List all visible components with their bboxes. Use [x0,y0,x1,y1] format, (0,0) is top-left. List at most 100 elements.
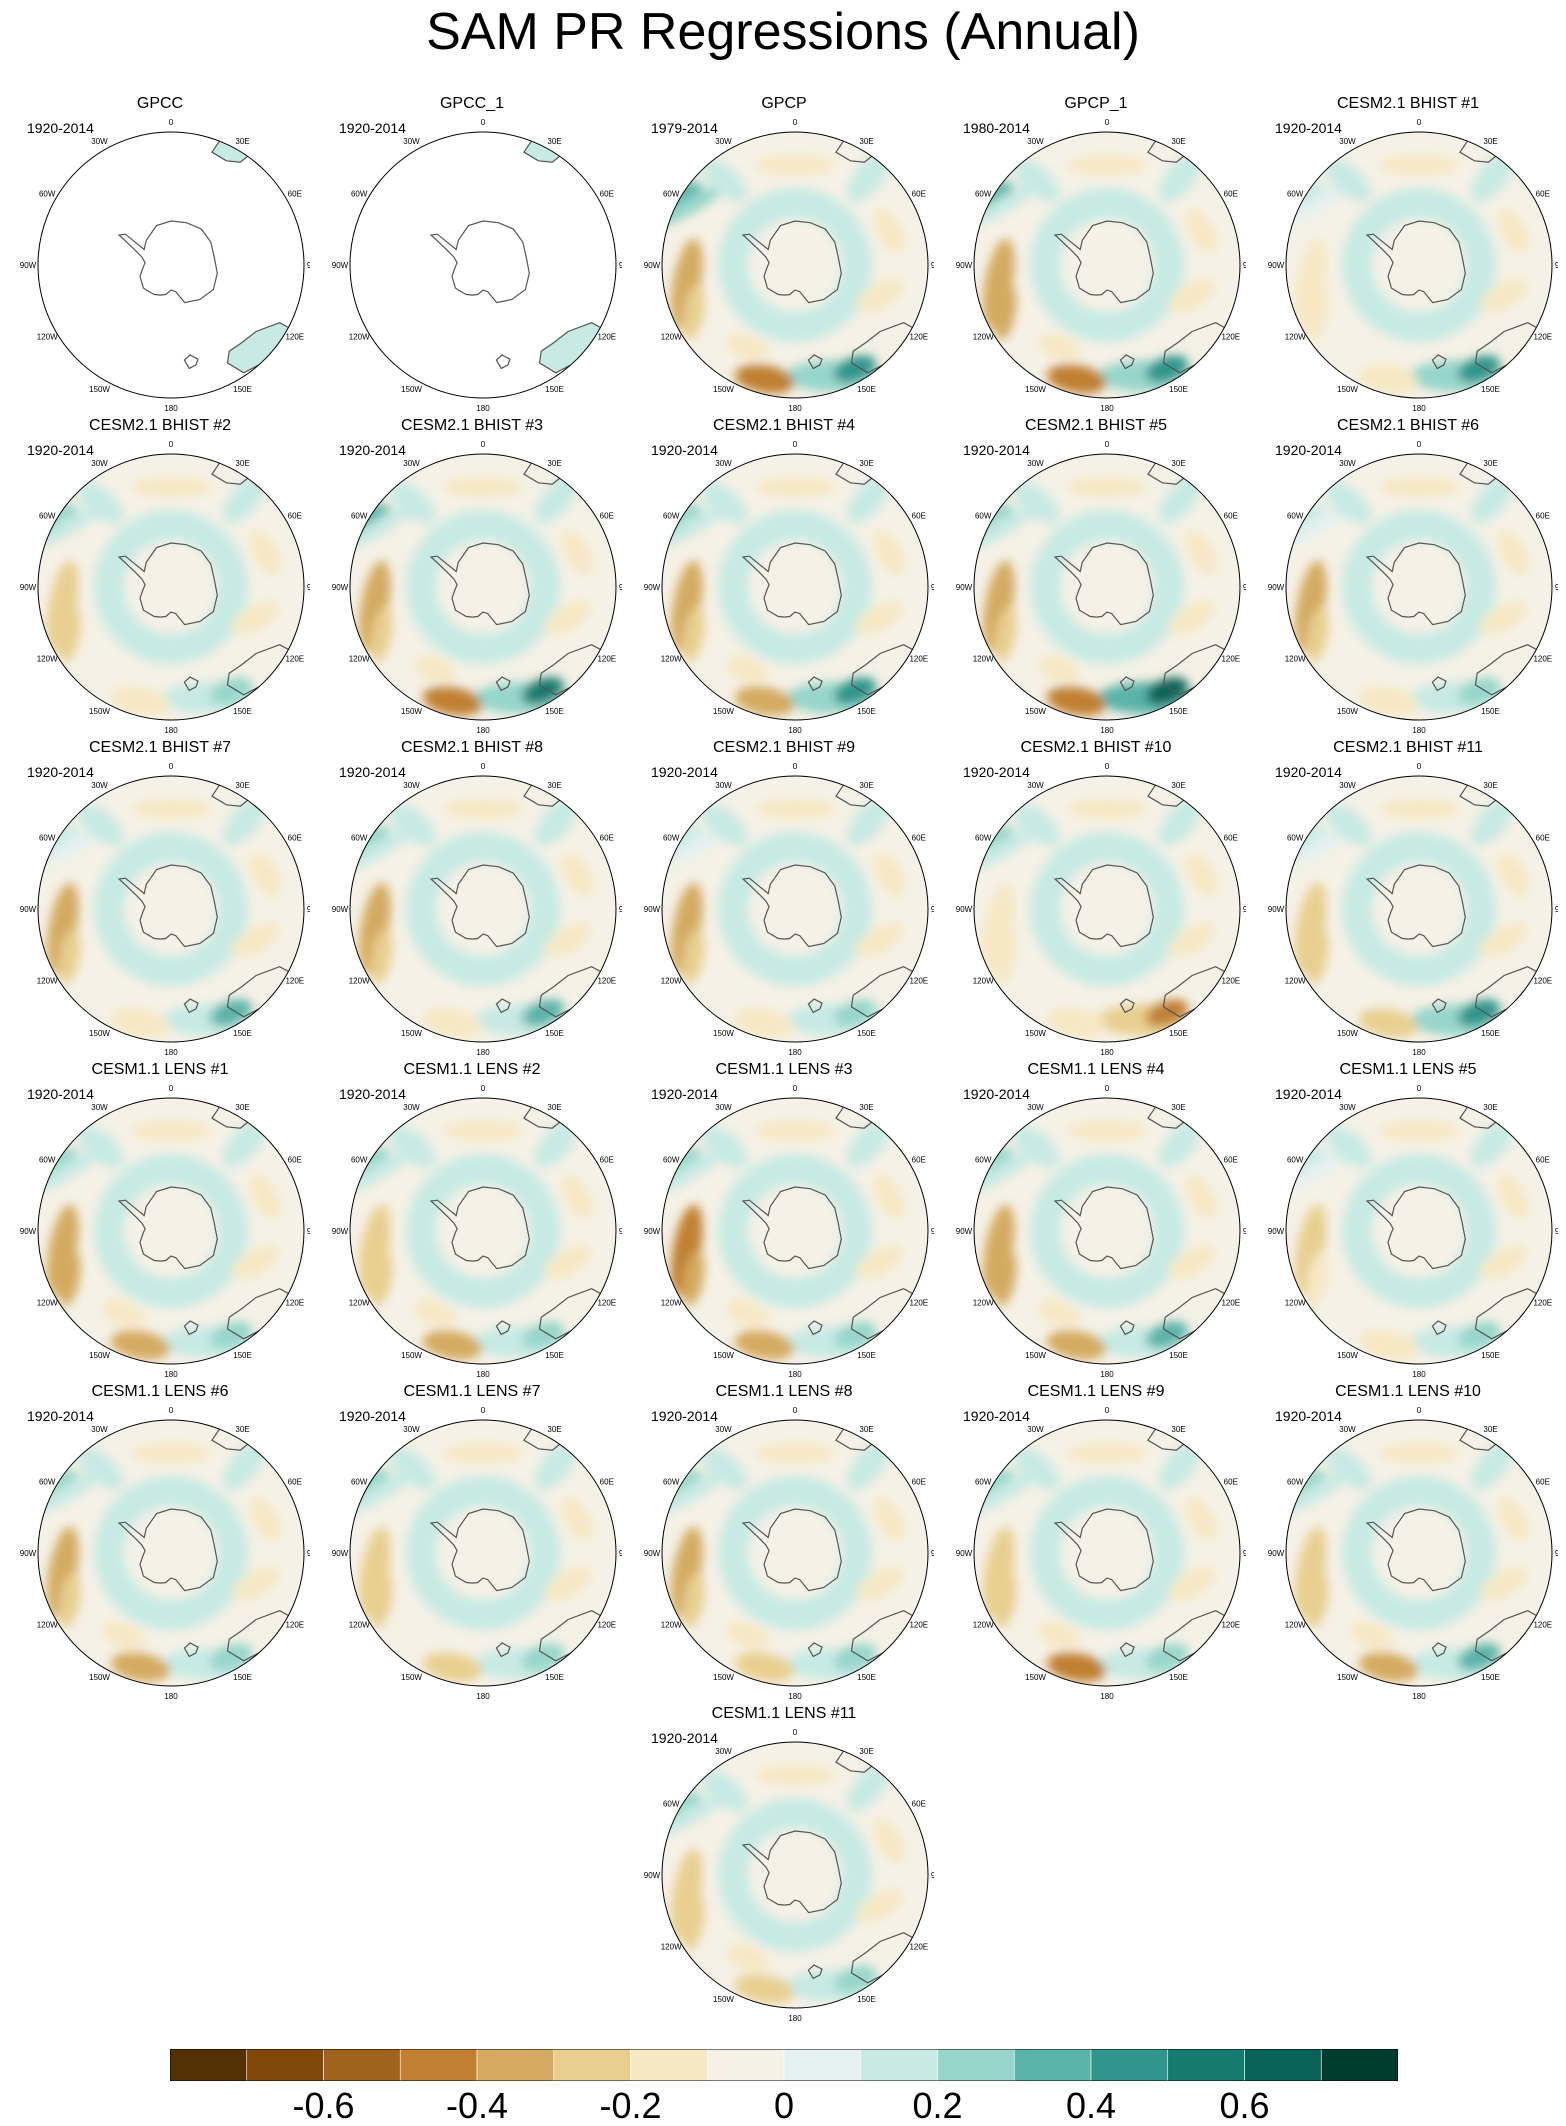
polar-map: 0 30E 60E 90E 120E 150E 180 150W 120W 90W 60W 30W [956,1406,1246,1701]
longitude-label: 150W [89,1029,110,1038]
longitude-label: 120E [1533,333,1552,342]
longitude-label: 120W [37,977,58,986]
longitude-label: 90W [644,1227,661,1236]
panel-period: 1980-2014 [963,120,1030,136]
panel-title: CESM1.1 LENS #8 [715,1383,853,1400]
map-panel: CESM1.1 LENS #1 1920-2014 0 30E 60E 90E 120E 15… [10,1060,310,1380]
longitude-label: 90W [332,905,349,914]
longitude-label: 120W [349,655,370,664]
longitude-label: 150W [1337,1673,1358,1682]
panel-period: 1920-2014 [651,442,718,458]
longitude-label: 150E [857,1673,876,1682]
longitude-label: 180 [788,726,802,735]
colorbar-swatch [323,2049,401,2081]
map-panel: GPCP 1979-2014 0 30E 60E 90E 120E 150E 180 150W 12… [634,94,934,414]
longitude-label: 120W [973,333,994,342]
longitude-label: 30E [1483,1103,1497,1112]
longitude-label: 0 [793,1406,798,1415]
longitude-label: 60W [1287,1478,1304,1487]
map-panel: CESM1.1 LENS #2 1920-2014 0 30E 60E 90E 120E 15… [322,1060,622,1380]
longitude-label: 150W [401,385,422,394]
longitude-label: 150W [1337,385,1358,394]
longitude-label: 90E [619,1227,622,1236]
longitude-label: 120E [909,655,928,664]
colorbar-swatch [1244,2049,1322,2081]
longitude-label: 180 [1412,726,1426,735]
longitude-label: 120W [349,333,370,342]
panel-period: 1920-2014 [27,1408,94,1424]
longitude-label: 180 [476,404,490,413]
polar-map: 0 30E 60E 90E 120E 150E 180 150W 120W 90W 60W 30W [332,118,622,413]
polar-map: 0 30E 60E 90E 120E 150E 180 150W 120W 90W 60W 30W [956,762,1246,1057]
polar-map: 0 30E 60E 90E 120E 150E 180 150W 120W 90W 60W 30W [332,1084,622,1379]
longitude-label: 90E [1555,905,1558,914]
longitude-label: 0 [793,1728,798,1737]
map-panel: CESM2.1 BHIST #1 1920-2014 0 30E 60E 90E 120E 1… [1258,94,1558,414]
panel-title: CESM2.1 BHIST #4 [713,417,855,434]
longitude-label: 180 [788,1692,802,1701]
longitude-label: 150E [857,707,876,716]
longitude-label: 60W [663,1800,680,1809]
colorbar-tick-label: -0.4 [445,2085,509,2126]
longitude-label: 60W [39,1156,56,1165]
longitude-label: 90W [20,1227,37,1236]
panel-period: 1920-2014 [963,442,1030,458]
longitude-label: 60E [912,1800,926,1809]
longitude-label: 60W [663,512,680,521]
panel-title: CESM2.1 BHIST #2 [89,417,231,434]
longitude-label: 150E [857,1995,876,2004]
longitude-label: 150E [233,1351,252,1360]
longitude-label: 30W [1339,137,1356,146]
longitude-label: 120E [285,655,304,664]
polar-map: 0 30E 60E 90E 120E 150E 180 150W 120W 90W 60W 30W [332,1406,622,1701]
panel-title: CESM2.1 BHIST #8 [401,739,543,756]
polar-map: 0 30E 60E 90E 120E 150E 180 150W 120W 90W 60W 30W [956,1084,1246,1379]
longitude-label: 30W [91,1425,108,1434]
map-panel: GPCC 1920-2014 0 30E 60E 90E 120E 150E 180 150W 12… [10,94,310,414]
longitude-label: 60W [39,1478,56,1487]
longitude-label: 90E [931,1871,934,1880]
longitude-label: 120E [285,333,304,342]
longitude-label: 60E [600,1156,614,1165]
longitude-label: 0 [1105,1406,1110,1415]
longitude-label: 60E [1536,190,1550,199]
panel-title: CESM2.1 BHIST #11 [1333,739,1483,756]
longitude-label: 30W [715,459,732,468]
longitude-label: 30E [235,1425,249,1434]
longitude-label: 180 [164,1048,178,1057]
longitude-label: 60E [912,190,926,199]
longitude-label: 90E [931,583,934,592]
longitude-label: 150W [713,1351,734,1360]
polar-map: 0 30E 60E 90E 120E 150E 180 150W 120W 90W 60W 30W [20,440,310,735]
map-panel: GPCC_1 1920-2014 0 30E 60E 90E 120E 150E 180 150W… [322,94,622,414]
longitude-label: 120E [909,1299,928,1308]
longitude-label: 90W [956,905,973,914]
longitude-label: 90W [20,261,37,270]
longitude-label: 0 [1417,118,1422,127]
longitude-label: 60W [351,1478,368,1487]
panel-title: CESM1.1 LENS #5 [1339,1061,1477,1078]
longitude-label: 60E [288,1156,302,1165]
longitude-label: 120E [1221,1621,1240,1630]
panel-period: 1920-2014 [1275,120,1342,136]
polar-map: 0 30E 60E 90E 120E 150E 180 150W 120W 90W 60W 30W [644,118,934,413]
figure-title: SAM PR Regressions (Annual) [426,3,1140,61]
longitude-label: 60W [1287,190,1304,199]
longitude-label: 180 [476,1692,490,1701]
longitude-label: 90W [20,1549,37,1558]
longitude-label: 120W [1285,655,1306,664]
longitude-label: 120E [909,1621,928,1630]
longitude-label: 120W [37,1299,58,1308]
longitude-label: 120E [1533,977,1552,986]
panel-title: GPCC_1 [439,95,505,112]
longitude-label: 60E [1536,512,1550,521]
longitude-label: 120W [349,1299,370,1308]
longitude-label: 60W [39,834,56,843]
polar-map: 0 30E 60E 90E 120E 150E 180 150W 120W 90W 60W 30W [644,1728,934,2023]
longitude-label: 0 [793,1084,798,1093]
colorbar-labels: -0.6 -0.4 -0.2 0 0.2 0.4 0.6 [0,2086,1566,2126]
longitude-label: 0 [1417,1084,1422,1093]
longitude-label: 60E [288,190,302,199]
longitude-label: 120E [909,977,928,986]
longitude-label: 120E [285,977,304,986]
